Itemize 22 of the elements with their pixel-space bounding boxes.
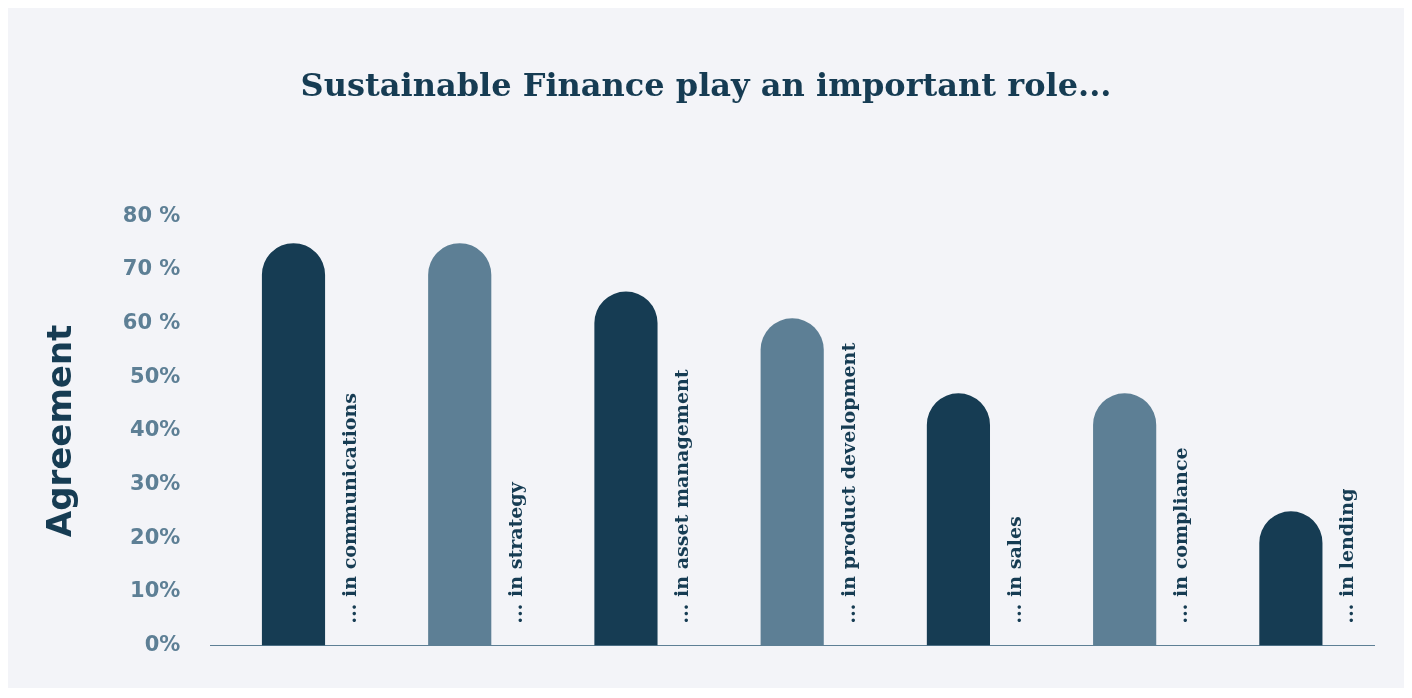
y-tick-label: 20%	[130, 524, 181, 549]
x-tick-label: ... in compliance	[1169, 447, 1192, 624]
y-axis-title: Agreement	[39, 324, 80, 538]
x-tick-label: ... in strategy	[504, 481, 527, 624]
y-tick-label: 40%	[130, 417, 181, 442]
y-tick-label: 80 %	[122, 202, 181, 227]
bar	[261, 243, 326, 646]
x-tick-label: ... in asset management	[670, 369, 693, 624]
bar	[1259, 511, 1323, 646]
x-tick-label: ... in lending	[1335, 488, 1358, 624]
y-tick-label: 60 %	[122, 310, 181, 335]
y-tick-label: 10%	[130, 578, 181, 603]
y-tick-label: 30%	[130, 470, 181, 495]
x-tick-label: ... in communications	[338, 392, 361, 624]
x-tick-label: ... in sales	[1002, 516, 1025, 624]
x-tick-label: ... in product development	[836, 342, 859, 624]
y-tick-label: 70 %	[122, 256, 181, 281]
bar	[926, 393, 990, 646]
y-tick-label: 50%	[130, 363, 181, 388]
bar	[594, 291, 658, 646]
chart-title: Sustainable Finance play an important role...	[300, 65, 1112, 104]
y-tick-label: 0%	[144, 631, 181, 656]
